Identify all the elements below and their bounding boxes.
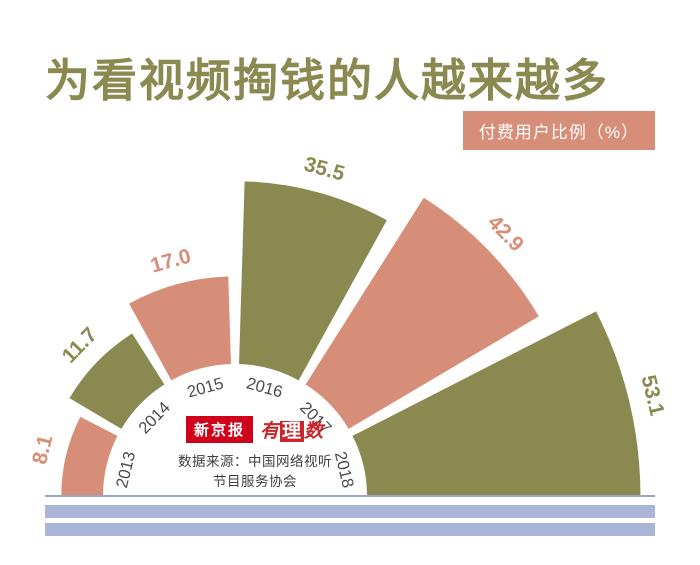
year-label-2016: 2016 bbox=[244, 374, 284, 401]
youlishu-char-2: 理 bbox=[280, 421, 305, 442]
wedge-2013 bbox=[61, 416, 118, 496]
data-source-line-2: 节目服务协会 bbox=[213, 473, 297, 489]
chart-title: 为看视频掏钱的人越来越多 bbox=[45, 55, 610, 106]
value-label-2018: 53.1 bbox=[637, 373, 669, 418]
xinjingbao-logo: 新京报 bbox=[185, 416, 253, 443]
footer-band-2 bbox=[45, 523, 655, 536]
value-label-2013: 8.1 bbox=[28, 433, 57, 467]
data-source: 数据来源：中国网络视听 节目服务协会 bbox=[150, 452, 360, 491]
wedge-2017 bbox=[305, 197, 539, 429]
wedge-2018 bbox=[352, 311, 641, 496]
baseline-rule bbox=[45, 495, 655, 497]
youlishu-char-1: 有 bbox=[259, 421, 280, 442]
youlishu-char-3: 数 bbox=[304, 421, 325, 442]
unit-badge: 付费用户比例（%） bbox=[462, 111, 655, 150]
year-label-2013: 2013 bbox=[113, 450, 139, 490]
youlishu-logo: 有理数 bbox=[260, 416, 324, 443]
value-label-2014: 11.7 bbox=[58, 323, 102, 368]
value-label-2016: 35.5 bbox=[302, 153, 348, 186]
year-label-2015: 2015 bbox=[185, 374, 225, 401]
data-source-line-1: 数据来源：中国网络视听 bbox=[178, 454, 332, 469]
center-block: 新京报有理数 数据来源：中国网络视听 节目服务协会 bbox=[150, 416, 360, 491]
logo-row: 新京报有理数 bbox=[150, 416, 360, 443]
wedge-2015 bbox=[129, 276, 231, 381]
value-label-2015: 17.0 bbox=[148, 245, 193, 278]
value-label-2017: 42.9 bbox=[483, 211, 528, 256]
wedge-2014 bbox=[69, 333, 165, 429]
wedge-2016 bbox=[239, 181, 387, 381]
footer-band-1 bbox=[45, 505, 655, 518]
